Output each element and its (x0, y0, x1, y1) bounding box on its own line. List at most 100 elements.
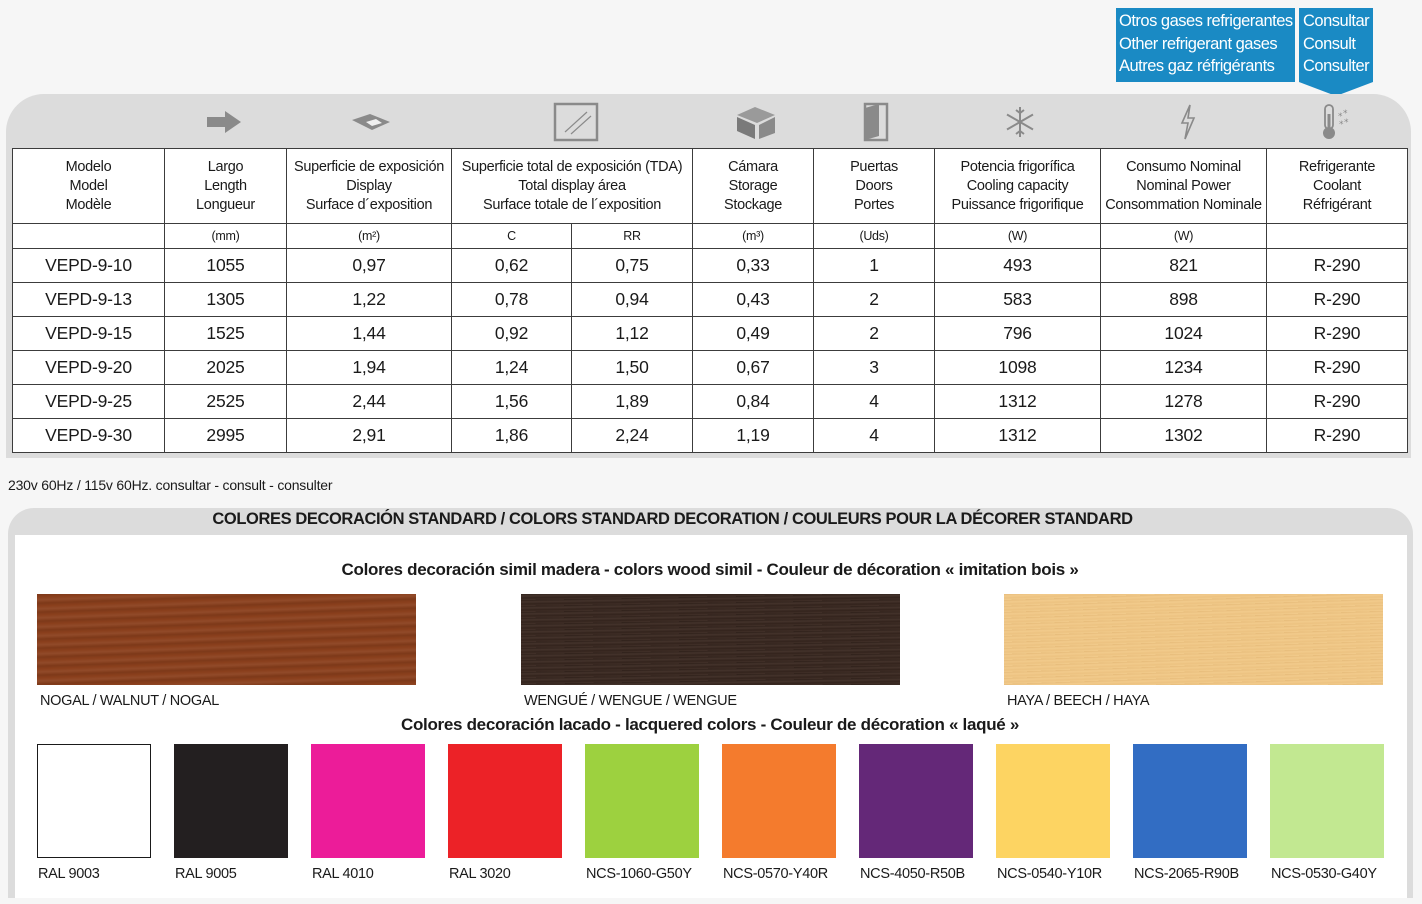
wood-swatch (521, 594, 900, 685)
other-gases-box: Otros gases refrigerantes Other refriger… (1116, 8, 1295, 82)
header-power: Consumo Nominal Nominal Power Consommation… (1100, 148, 1267, 224)
value-cell: 1,24 (451, 350, 572, 385)
value-cell: 1 (813, 248, 935, 283)
header-display: Superficie de exposición Display Surface d… (286, 148, 452, 224)
lacquer-swatch-label: NCS-2065-R90B (1134, 866, 1239, 882)
value-cell: 1305 (164, 282, 287, 317)
table-row: VEPD-9-30 2995 2,91 1,86 2,24 1,19 4 1312 1302 R-… (12, 418, 1408, 453)
unit-cell (12, 223, 165, 249)
gas-line-en: Other refrigerant gases (1119, 34, 1278, 53)
value-cell: 1,56 (451, 384, 572, 419)
lacquer-swatch (996, 744, 1110, 858)
lacquer-swatch-label: NCS-1060-G50Y (586, 866, 692, 882)
lacquer-swatch (37, 744, 151, 858)
svg-text:*: * (1339, 120, 1344, 130)
wood-swatch-label: WENGUÉ / WENGUE / WENGUE (524, 693, 737, 709)
header-row: Modelo Model Modèle Largo Length Longueur Su… (12, 148, 1408, 224)
unit-cell (1266, 223, 1408, 249)
value-cell: 1098 (934, 350, 1101, 385)
value-cell: R-290 (1266, 316, 1408, 351)
value-cell: 0,62 (451, 248, 572, 283)
table-row: VEPD-9-10 1055 0,97 0,62 0,75 0,33 1 493 821 R-29… (12, 248, 1408, 283)
svg-text:*: * (1343, 109, 1348, 119)
wood-colors-title: Colores decoración simil madera - colors… (341, 560, 1079, 579)
arrow-right-icon (195, 96, 255, 148)
value-cell: 493 (934, 248, 1101, 283)
value-cell: 1525 (164, 316, 287, 351)
lightning-icon (1158, 96, 1218, 148)
value-cell: 2,44 (286, 384, 452, 419)
lacquer-swatch (1270, 744, 1384, 858)
colors-title: COLORES DECORACIÓN STANDARD / COLORS STA… (212, 510, 1133, 528)
lacquer-swatch-label: NCS-0540-Y10R (997, 866, 1102, 882)
table-row: VEPD-9-13 1305 1,22 0,78 0,94 0,43 2 583 898 R-29… (12, 282, 1408, 317)
consult-line-en: Consult (1303, 34, 1356, 53)
value-cell: 2995 (164, 418, 287, 453)
lacquer-swatch (859, 744, 973, 858)
value-cell: 2 (813, 282, 935, 317)
consult-box: Consultar Consult Consulter (1299, 8, 1373, 82)
lacquer-swatch (448, 744, 562, 858)
header-model: Modelo Model Modèle (12, 148, 165, 224)
gas-line-fr: Autres gaz réfrigérants (1119, 57, 1275, 75)
header-cooling: Potencia frigorífica Cooling capacity Puis… (934, 148, 1101, 224)
wood-swatch-label: HAYA / BEECH / HAYA (1007, 693, 1150, 709)
lacquer-swatch-label: NCS-4050-R50B (860, 866, 965, 882)
value-cell: R-290 (1266, 282, 1408, 317)
unit-cell: RR (571, 223, 693, 249)
data-rows: VEPD-9-10 1055 0,97 0,62 0,75 0,33 1 493 821 R-29… (12, 248, 1408, 453)
lacquer-colors-title: Colores decoración lacado - lacquered co… (400, 715, 1020, 734)
value-cell: 821 (1100, 248, 1267, 283)
value-cell: 1,44 (286, 316, 452, 351)
value-cell: 0,75 (571, 248, 693, 283)
value-cell: 1302 (1100, 418, 1267, 453)
wood-swatch (1004, 594, 1383, 685)
display-surface-icon (341, 96, 401, 148)
value-cell: 0,97 (286, 248, 452, 283)
value-cell: 0,33 (692, 248, 814, 283)
unit-cell: (Uds) (813, 223, 935, 249)
value-cell: 0,94 (571, 282, 693, 317)
wood-swatch-label: NOGAL / WALNUT / NOGAL (40, 693, 219, 709)
model-cell: VEPD-9-10 (12, 248, 165, 283)
table-row: VEPD-9-15 1525 1,44 0,92 1,12 0,49 2 796 1024 R-2… (12, 316, 1408, 351)
value-cell: 796 (934, 316, 1101, 351)
value-cell: 2525 (164, 384, 287, 419)
table-row: VEPD-9-25 2525 2,44 1,56 1,89 0,84 4 1312 1278 R-… (12, 384, 1408, 419)
value-cell: 1,19 (692, 418, 814, 453)
glass-door-icon (546, 96, 606, 148)
consult-arrow (1299, 82, 1373, 96)
table-row: VEPD-9-20 2025 1,94 1,24 1,50 0,67 3 1098 1234 R-… (12, 350, 1408, 385)
header-length: Largo Length Longueur (164, 148, 287, 224)
model-cell: VEPD-9-25 (12, 384, 165, 419)
value-cell: 1234 (1100, 350, 1267, 385)
lacquer-swatch-label: NCS-0530-G40Y (1271, 866, 1377, 882)
lacquer-swatch (311, 744, 425, 858)
lacquer-swatch-label: NCS-0570-Y40R (723, 866, 828, 882)
snowflake-icon (990, 96, 1050, 148)
value-cell: 2 (813, 316, 935, 351)
value-cell: 0,78 (451, 282, 572, 317)
value-cell: 0,92 (451, 316, 572, 351)
value-cell: 898 (1100, 282, 1267, 317)
spec-table: Modelo Model Modèle Largo Length Longueur Su… (12, 148, 1408, 453)
value-cell: 1,86 (451, 418, 572, 453)
value-cell: 2025 (164, 350, 287, 385)
header-icon-row: * * * * (0, 96, 1422, 148)
storage-cube-icon (726, 96, 786, 148)
model-cell: VEPD-9-30 (12, 418, 165, 453)
value-cell: 1,12 (571, 316, 693, 351)
gas-line-es: Otros gases refrigerantes (1119, 12, 1293, 30)
svg-text:*: * (1344, 118, 1349, 128)
header-doors: Puertas Doors Portes (813, 148, 935, 224)
unit-cell: (m²) (286, 223, 452, 249)
value-cell: 1312 (934, 418, 1101, 453)
unit-cell: (W) (934, 223, 1101, 249)
model-cell: VEPD-9-15 (12, 316, 165, 351)
value-cell: 1055 (164, 248, 287, 283)
value-cell: 0,84 (692, 384, 814, 419)
lacquer-swatch (1133, 744, 1247, 858)
value-cell: 583 (934, 282, 1101, 317)
value-cell: R-290 (1266, 384, 1408, 419)
thermometer-icon: * * * * (1305, 96, 1365, 148)
